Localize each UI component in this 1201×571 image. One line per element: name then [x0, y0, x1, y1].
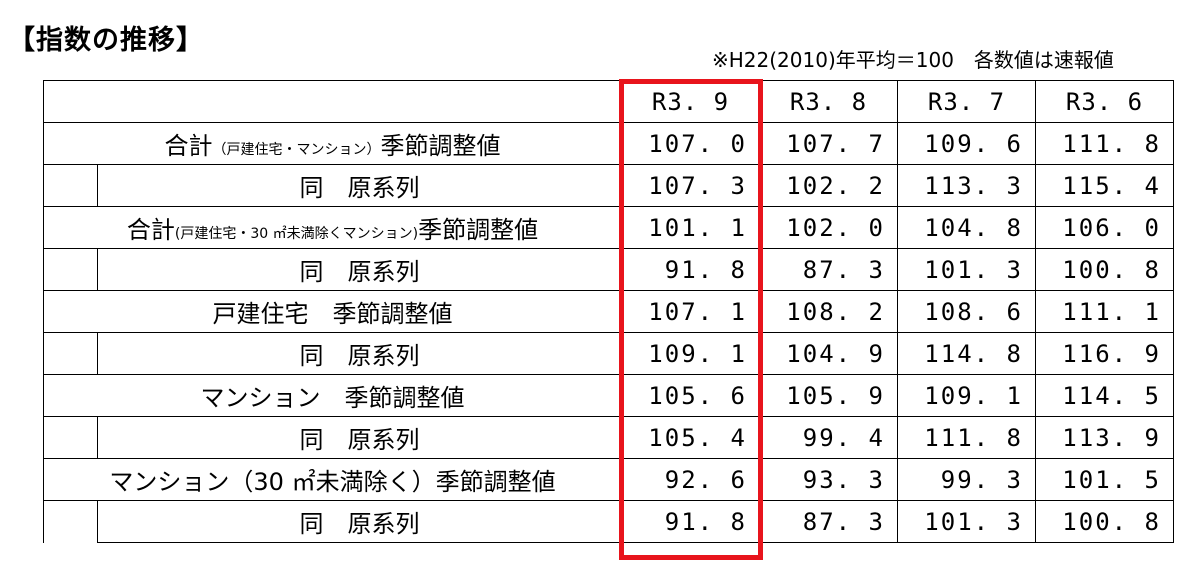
- table-cell: 111. 8: [1035, 122, 1174, 165]
- table-cell: 91. 8: [621, 248, 760, 291]
- table-cell: 111. 1: [1035, 290, 1174, 333]
- row-label-suffix: 季節調整値: [418, 216, 539, 244]
- row-label: 戸建住宅 季節調整値: [43, 290, 622, 333]
- table-cell: 99. 4: [759, 416, 898, 459]
- table-cell: 113. 9: [1035, 416, 1174, 459]
- table-row: 同 原系列 107. 3 102. 2 113. 3 115. 4: [43, 164, 1174, 207]
- row-label-paren: (戸建住宅・30 ㎡未満除くマンション): [174, 226, 419, 242]
- base-year-note: ※H22(2010)年平均＝100 各数値は速報値: [712, 48, 1114, 72]
- table-cell: 106. 0: [1035, 206, 1174, 249]
- row-label: マンション 季節調整値: [43, 374, 622, 417]
- table-cell: 105. 6: [621, 374, 760, 417]
- table-cell: 113. 3: [897, 164, 1036, 207]
- table-row: 戸建住宅 季節調整値 107. 1 108. 2 108. 6 111. 1: [43, 290, 1174, 333]
- row-label: 同 原系列: [97, 416, 622, 459]
- table-cell: 100. 8: [1035, 500, 1174, 543]
- table-cell: 101. 3: [897, 500, 1036, 543]
- table-row: 同 原系列 91. 8 87. 3 101. 3 100. 8: [43, 500, 1174, 543]
- table-cell: 107. 3: [621, 164, 760, 207]
- table-cell: 101. 1: [621, 206, 760, 249]
- row-label: マンション（30 ㎡未満除く）季節調整値: [43, 458, 622, 501]
- table-cell: 114. 8: [897, 332, 1036, 375]
- table-cell: 109. 1: [897, 374, 1036, 417]
- table-cell: 115. 4: [1035, 164, 1174, 207]
- table-cell: 107. 7: [759, 122, 898, 165]
- table-cell: 102. 0: [759, 206, 898, 249]
- table-cell: 116. 9: [1035, 332, 1174, 375]
- row-label: 合計（戸建住宅・マンション）季節調整値: [43, 122, 622, 165]
- table-row: 合計(戸建住宅・30 ㎡未満除くマンション)季節調整値 101. 1 102. …: [43, 206, 1174, 249]
- table-cell: 104. 9: [759, 332, 898, 375]
- row-label-suffix: 季節調整値: [380, 132, 501, 160]
- col-header-r3-7: R3. 7: [897, 80, 1036, 123]
- table-cell: 107. 1: [621, 290, 760, 333]
- row-label-prefix: 合計: [126, 216, 175, 244]
- row-label: 同 原系列: [97, 248, 622, 291]
- table-cell: 92. 6: [621, 458, 760, 501]
- table-cell: 99. 3: [897, 458, 1036, 501]
- table-cell: 105. 4: [621, 416, 760, 459]
- table-cell: 101. 5: [1035, 458, 1174, 501]
- header-label-cell: [43, 80, 622, 123]
- indent-cell: [43, 248, 98, 291]
- indent-cell: [43, 164, 98, 207]
- table-cell: 100. 8: [1035, 248, 1174, 291]
- table-cell: 111. 8: [897, 416, 1036, 459]
- table-cell: 109. 1: [621, 332, 760, 375]
- table-cell: 105. 9: [759, 374, 898, 417]
- table-cell: 107. 0: [621, 122, 760, 165]
- section-title: 【指数の推移】: [8, 25, 204, 56]
- table-cell: 104. 8: [897, 206, 1036, 249]
- table-row: 同 原系列 105. 4 99. 4 111. 8 113. 9: [43, 416, 1174, 459]
- table-cell: 102. 2: [759, 164, 898, 207]
- col-header-r3-6: R3. 6: [1035, 80, 1174, 123]
- table-cell: 87. 3: [759, 248, 898, 291]
- col-header-r3-9: R3. 9: [621, 80, 760, 123]
- row-label-paren: （戸建住宅・マンション）: [212, 142, 381, 158]
- index-table: R3. 9 R3. 8 R3. 7 R3. 6 合計（戸建住宅・マンション）季節…: [43, 80, 1174, 543]
- table-cell: 109. 6: [897, 122, 1036, 165]
- table-cell: 91. 8: [621, 500, 760, 543]
- table-row: 合計（戸建住宅・マンション）季節調整値 107. 0 107. 7 109. 6…: [43, 122, 1174, 165]
- table-row: マンション 季節調整値 105. 6 105. 9 109. 1 114. 5: [43, 374, 1174, 417]
- col-header-r3-8: R3. 8: [759, 80, 898, 123]
- row-label: 同 原系列: [97, 500, 622, 543]
- table-cell: 108. 6: [897, 290, 1036, 333]
- table-cell: 101. 3: [897, 248, 1036, 291]
- table-row: 同 原系列 91. 8 87. 3 101. 3 100. 8: [43, 248, 1174, 291]
- table-row: マンション（30 ㎡未満除く）季節調整値 92. 6 93. 3 99. 3 1…: [43, 458, 1174, 501]
- table-row: 同 原系列 109. 1 104. 9 114. 8 116. 9: [43, 332, 1174, 375]
- table-cell: 108. 2: [759, 290, 898, 333]
- indent-cell: [43, 416, 98, 459]
- indent-cell: [43, 332, 98, 375]
- table-cell: 87. 3: [759, 500, 898, 543]
- header-row: R3. 9 R3. 8 R3. 7 R3. 6: [43, 80, 1174, 123]
- table-cell: 114. 5: [1035, 374, 1174, 417]
- row-label: 合計(戸建住宅・30 ㎡未満除くマンション)季節調整値: [43, 206, 622, 249]
- row-label: 同 原系列: [97, 164, 622, 207]
- table-cell: 93. 3: [759, 458, 898, 501]
- indent-cell: [43, 500, 98, 543]
- row-label: 同 原系列: [97, 332, 622, 375]
- row-label-prefix: 合計: [164, 132, 213, 160]
